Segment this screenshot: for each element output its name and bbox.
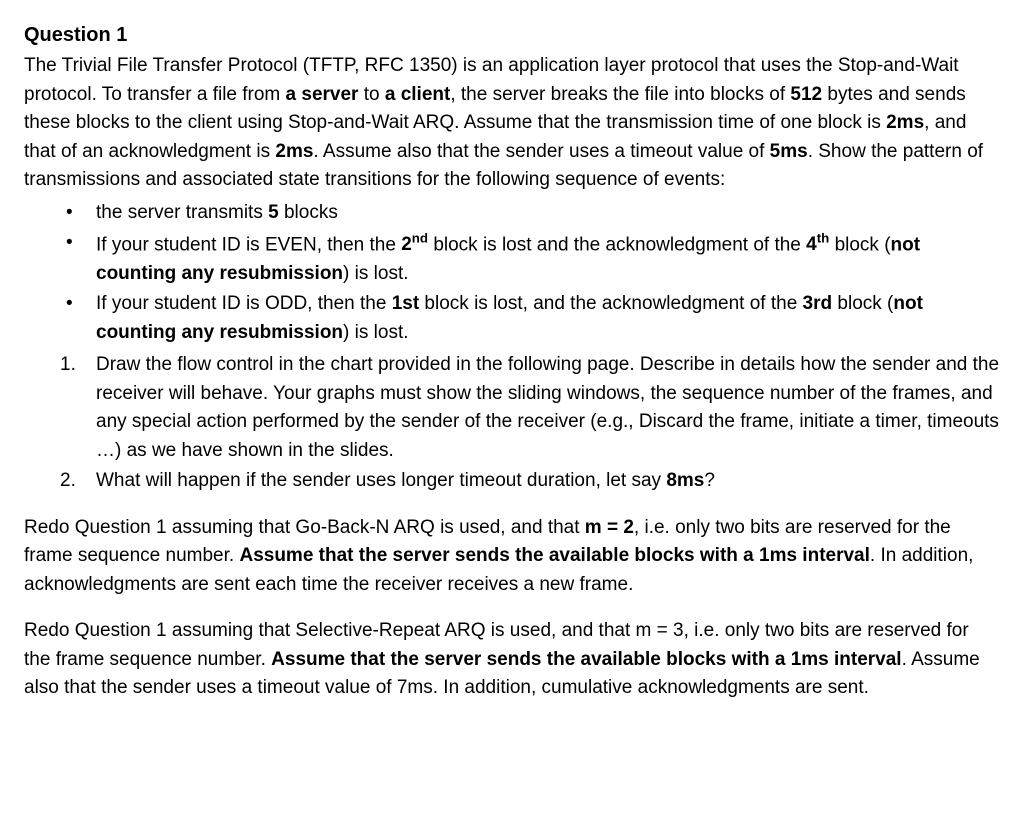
- task-numbered-list: Draw the flow control in the chart provi…: [24, 351, 1000, 496]
- bullet-item: the server transmits 5 blocks: [24, 199, 1000, 228]
- intro-text: . Assume also that the sender uses a tim…: [313, 141, 769, 162]
- numbered-item: Draw the flow control in the chart provi…: [24, 351, 1000, 465]
- question-title: Question 1: [24, 20, 1000, 50]
- task-text: Draw the flow control in the chart provi…: [96, 354, 999, 461]
- bullet-item: If your student ID is EVEN, then the 2nd…: [24, 229, 1000, 288]
- bold-second: 2nd: [401, 234, 428, 255]
- bold-fourth: 4th: [806, 234, 829, 255]
- redo-gobackn-paragraph: Redo Question 1 assuming that Go-Back-N …: [24, 514, 1000, 600]
- bold-assume-interval: Assume that the server sends the availab…: [239, 545, 869, 566]
- bold-client: a client: [385, 84, 450, 105]
- redo-selective-paragraph: Redo Question 1 assuming that Selective-…: [24, 617, 1000, 703]
- task-text: ?: [704, 470, 715, 491]
- event-bullet-list: the server transmits 5 blocks If your st…: [24, 199, 1000, 348]
- bullet-text: block (: [829, 234, 890, 255]
- bold-2ms: 2ms: [886, 112, 924, 133]
- bold-5ms: 5ms: [770, 141, 808, 162]
- intro-paragraph: The Trivial File Transfer Protocol (TFTP…: [24, 52, 1000, 195]
- bullet-item: If your student ID is ODD, then the 1st …: [24, 290, 1000, 347]
- bullet-text: If your student ID is EVEN, then the: [96, 234, 401, 255]
- bold-assume-interval: Assume that the server sends the availab…: [271, 649, 901, 670]
- bullet-text: ) is lost.: [343, 263, 408, 284]
- bullet-text: block (: [832, 293, 893, 314]
- bullet-text: ) is lost.: [343, 322, 408, 343]
- task-text: What will happen if the sender uses long…: [96, 470, 666, 491]
- bold-server: a server: [286, 84, 359, 105]
- bold-m2: m = 2: [585, 517, 634, 538]
- bold-2ms: 2ms: [275, 141, 313, 162]
- bullet-text: block is lost and the acknowledgment of …: [428, 234, 806, 255]
- bold-five: 5: [268, 202, 279, 223]
- bold-512: 512: [790, 84, 822, 105]
- intro-text: to: [358, 84, 384, 105]
- bullet-text: the server transmits: [96, 202, 268, 223]
- numbered-item: What will happen if the sender uses long…: [24, 467, 1000, 496]
- redo-text: Redo Question 1 assuming that Go-Back-N …: [24, 517, 585, 538]
- bullet-text: If your student ID is ODD, then the: [96, 293, 392, 314]
- bold-third: 3rd: [803, 293, 833, 314]
- bold-8ms: 8ms: [666, 470, 704, 491]
- bullet-text: blocks: [279, 202, 338, 223]
- bold-first: 1st: [392, 293, 419, 314]
- intro-text: , the server breaks the file into blocks…: [450, 84, 790, 105]
- bullet-text: block is lost, and the acknowledgment of…: [419, 293, 802, 314]
